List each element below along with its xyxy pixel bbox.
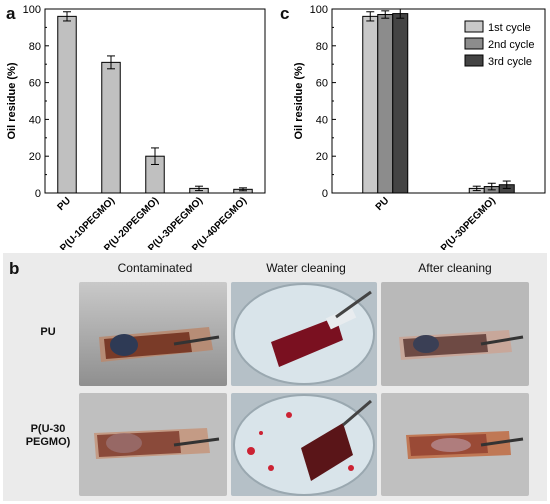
panel-b-photo-grid: b Contaminated Water cleaning After clea… xyxy=(3,253,547,501)
photo-pu30-water-cleaning xyxy=(231,393,377,496)
column-header-contaminated: Contaminated xyxy=(117,261,193,275)
legend-swatch xyxy=(464,20,484,33)
legend-label: 2nd cycle xyxy=(488,39,534,51)
photo-pu-water-cleaning xyxy=(231,282,377,386)
legend-label: 1st cycle xyxy=(488,22,531,34)
row-header-pu30-line1: P(U-30 xyxy=(30,423,66,435)
bar xyxy=(57,15,77,194)
legend-swatch xyxy=(464,37,484,50)
row-header-pu30: P(U-30 PEGMO) xyxy=(18,423,78,449)
y-tick-label: 0 xyxy=(322,188,328,200)
y-tick-label: 0 xyxy=(35,188,41,200)
y-tick-label: 100 xyxy=(310,4,328,16)
panel-label-b: b xyxy=(9,259,20,278)
x-tick-label: P(U-30PEGMO) xyxy=(439,195,498,250)
y-tick-label: 20 xyxy=(29,151,41,163)
photo-pu-contaminated xyxy=(79,282,227,386)
photo-pu30-after-cleaning xyxy=(381,393,529,496)
bar xyxy=(392,13,409,194)
legend-swatch xyxy=(464,54,484,67)
row-header-pu: PU xyxy=(18,326,78,339)
bar xyxy=(362,15,379,194)
y-tick-label: 80 xyxy=(316,41,328,53)
photo-pu30-contaminated xyxy=(79,393,227,496)
y-tick-label: 40 xyxy=(29,114,41,126)
column-header-after-cleaning: After cleaning xyxy=(418,261,492,275)
row-header-pu30-line2: PEGMO) xyxy=(25,436,71,448)
panel-label-a: a xyxy=(6,4,16,23)
y-tick-label: 40 xyxy=(316,114,328,126)
panel-label-c: c xyxy=(280,4,290,23)
x-tick-label: PU xyxy=(56,195,74,213)
chart-c: 0 20 40 60 80 100 Oil residue (%) PU P(U-30PEGMO… xyxy=(293,4,546,250)
x-tick-label: PU xyxy=(374,195,392,213)
y-axis-label: Oil residue (%) xyxy=(293,62,305,139)
y-tick-label: 60 xyxy=(316,78,328,90)
legend-label: 3rd cycle xyxy=(488,56,532,68)
photo-pu-after-cleaning xyxy=(381,282,529,386)
y-tick-label: 80 xyxy=(29,41,41,53)
y-tick-label: 20 xyxy=(316,151,328,163)
y-tick-label: 100 xyxy=(23,4,41,16)
bar xyxy=(377,14,394,194)
row-header-pu-line1: PU xyxy=(40,326,56,338)
column-header-water-cleaning: Water cleaning xyxy=(266,261,346,275)
bar xyxy=(101,61,121,194)
y-axis-label: Oil residue (%) xyxy=(6,62,18,139)
y-tick-label: 60 xyxy=(29,78,41,90)
